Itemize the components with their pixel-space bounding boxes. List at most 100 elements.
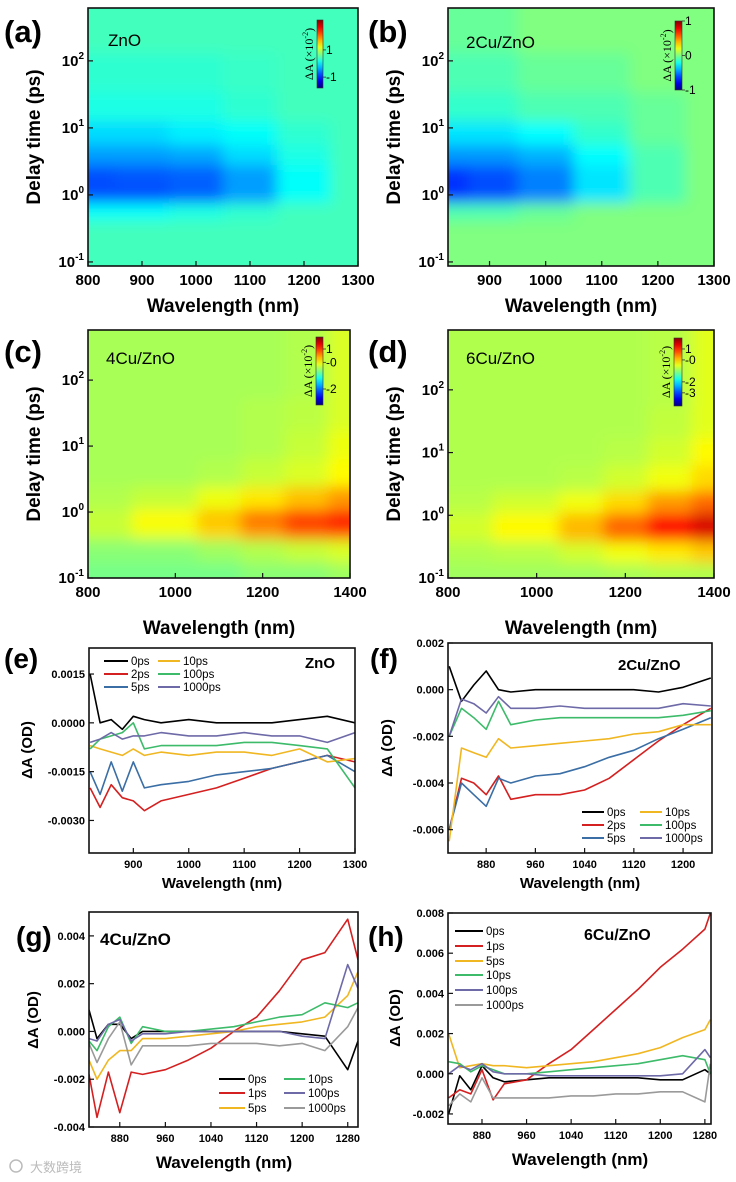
heatmap-cell [685,184,714,203]
legend-label: 10ps [183,656,208,668]
heatmap-cell [88,219,116,247]
heatmap-cell [492,406,560,439]
heatmap-cell [603,359,648,407]
y-axis-label: Delay time (ps) [384,69,405,204]
heatmap-cell [517,202,575,221]
heatmap-cell [240,509,285,526]
heatmap-cell [169,144,224,166]
heatmap-cell [573,144,631,166]
heatmap-cell [131,486,198,510]
series-line-10ps [448,1054,711,1075]
x-tick-label: 1000 [179,272,212,289]
heatmap-cell [169,219,224,247]
heatmap-cell [448,490,493,514]
x-tick-label: 1300 [341,272,374,289]
y-tick-label: 0.000 [57,1026,85,1038]
heatmap-cell [448,465,493,492]
heatmap-cell [647,437,693,466]
plot-frame [88,647,356,854]
heatmap-cell [448,144,470,166]
heatmap-cell [197,509,242,526]
series-line-5ps [448,716,712,830]
heatmap-cell [223,121,278,145]
heatmap-cell [331,184,358,203]
heatmap-cell [115,8,170,53]
x-tick-label: 1000 [520,584,553,601]
x-tick-label: 1280 [335,1133,359,1145]
heatmap-cell [223,219,278,247]
heatmap-cell [448,527,493,542]
heatmap-cell [492,330,560,361]
colorbar-tick-label: -1 [685,83,696,97]
heatmap-cell [492,527,560,542]
panel-a: 1 -1 ΔA (×10-2) 800 900 1000 1100 1200 1300 10-1 1… [4,7,375,317]
heatmap-cell [240,486,285,510]
heatmap-cell [691,465,714,492]
heatmap-cell [284,430,329,460]
heatmap-cell [685,8,714,53]
heatmap-cell [277,202,332,221]
plot-frame [447,7,715,267]
heatmap-cell [517,144,575,166]
y-tick-label: 0.000 [416,1069,444,1081]
series-line-1000ps [89,731,355,744]
heatmap-cell [131,430,198,460]
heatmap-cell [88,8,116,53]
heatmap-cell [647,406,693,439]
plot-frame [87,329,351,579]
heatmap-cell [328,509,350,526]
x-tick-label: 1100 [585,272,618,289]
heatmap-cell [88,509,133,526]
colorbar-tick-label: -1 [326,70,337,84]
heatmap-cell [629,184,687,203]
heatmap-cell [691,490,714,514]
heatmap-cell [685,219,714,247]
series-line-0ps [89,673,355,731]
heatmap-cell [691,512,714,529]
x-tick-label: 880 [111,1133,129,1145]
sample-name: 6Cu/ZnO [466,349,535,368]
heatmap-cell [647,563,693,578]
x-tick-label: 880 [473,1130,491,1142]
heatmap-cell [492,563,560,578]
series-line-1000ps [89,1007,358,1066]
heatmap-cell [448,437,493,466]
heatmap-cell [115,202,170,221]
heatmap-cell [558,541,604,564]
heatmap-cell [223,144,278,166]
heatmap-cell [197,525,242,540]
sample-name: 2Cu/ZnO [466,33,535,52]
series-line-0ps [448,1064,711,1115]
y-axis-label: ΔA (OD) [25,991,42,1049]
colorbar-tick-label: -2 [326,382,337,396]
heatmap-cell [448,406,493,439]
colorbar-label: ΔA (×10-2) [300,345,315,397]
sample-name: 6Cu/ZnO [584,927,651,944]
heatmap-cell [691,563,714,578]
y-tick-label: 101 [422,118,445,137]
heatmap-cell [88,52,116,93]
heatmap-cell [468,202,519,221]
heatmap-cell [240,430,285,460]
heatmap-cell [573,91,631,122]
heatmap-cell [517,245,575,266]
heatmap-cell [468,184,519,203]
heatmap-cell [223,245,278,266]
heatmap-cell [492,541,560,564]
heatmap-cell [558,359,604,407]
heatmap-cell [685,164,714,186]
heatmap-cell [240,539,285,563]
heatmap-cell [573,8,631,53]
heatmap-cell [240,330,285,356]
series-line-5ps [89,971,358,1080]
heatmap-cell [169,164,224,186]
colorbar: 1 -1 ΔA (×10-2) [301,19,337,89]
colorbar-tick-label: 1 [685,342,692,356]
heatmap-cell [647,541,693,564]
panel-label: (a) [4,14,42,49]
heatmap-cell [517,164,575,186]
plot-frame [447,912,712,1125]
x-tick-label: 1040 [559,1130,583,1142]
